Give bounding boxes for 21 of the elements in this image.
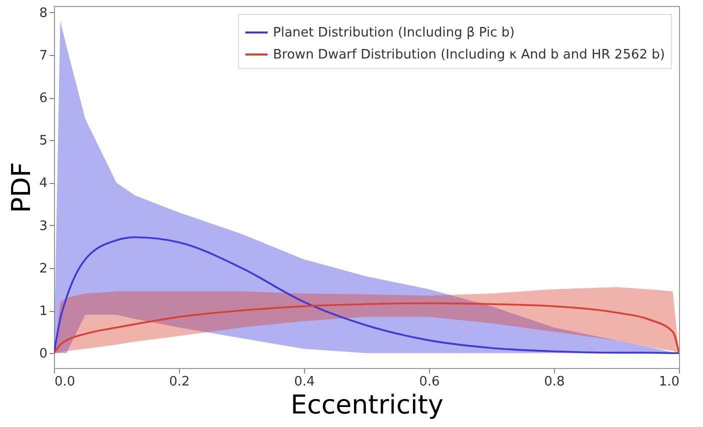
y-axis-title: PDF [7,162,38,213]
y-tick-label: 1 [39,304,48,320]
y-tick-label: 0 [39,346,48,362]
y-tick-label: 2 [39,261,48,276]
y-tick-label: 8 [39,6,48,21]
x-tick-label: 0.4 [294,374,315,390]
y-tick-label: 6 [39,91,48,106]
y-tick-label: 5 [39,134,48,149]
y-tick-label: 7 [39,48,48,64]
y-tick-label: 4 [39,176,48,192]
x-tick-label: 0.6 [419,374,440,390]
y-tick-label: 3 [39,218,48,234]
x-tick-label: 0.0 [54,374,76,390]
x-tick-label: 0.8 [544,374,565,390]
legend-label: Brown Dwarf Distribution (Including κ And b and HR 2562 b) [273,48,665,62]
x-tick-label: 1.0 [658,374,680,390]
line-series [54,236,679,354]
legend-label: Planet Distribution (Including β Pic b) [273,26,515,40]
line-series [54,302,679,354]
x-tick-label: 0.2 [169,374,190,390]
x-axis-title: Eccentricity [290,390,444,420]
